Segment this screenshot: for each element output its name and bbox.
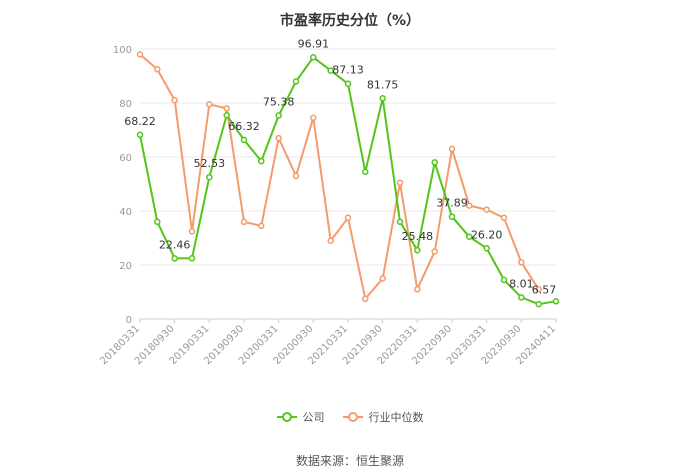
data-point	[327, 67, 334, 74]
data-point	[396, 179, 404, 186]
data-label: 81.75	[367, 78, 399, 91]
data-point	[223, 111, 230, 119]
legend-item-industry-median[interactable]: 行业中位数	[342, 409, 424, 425]
data-point	[292, 78, 300, 85]
legend-item-company[interactable]: 公司	[276, 409, 325, 425]
data-point	[327, 237, 334, 244]
data-label: 87.13	[332, 64, 364, 77]
data-label: 75.38	[263, 95, 295, 108]
data-point	[206, 101, 213, 108]
data-point	[414, 246, 421, 254]
data-point	[171, 97, 178, 104]
data-point	[154, 66, 161, 73]
data-label: 68.22	[124, 115, 156, 128]
legend-industry-median-marker	[342, 412, 363, 422]
data-point	[362, 168, 369, 176]
data-label: 6.57	[532, 283, 557, 296]
data-point	[344, 214, 352, 222]
data-point	[275, 112, 282, 119]
data-point	[500, 214, 508, 222]
y-tick-label: 80	[119, 99, 132, 110]
data-point	[136, 131, 144, 139]
data-point	[292, 172, 300, 180]
series-line	[139, 53, 540, 301]
data-point	[154, 218, 161, 226]
data-point	[240, 218, 248, 226]
data-label: 66.32	[228, 120, 260, 133]
data-label: 25.48	[402, 230, 434, 243]
data-point	[448, 145, 456, 153]
data-point	[223, 105, 230, 112]
data-label: 8.01	[509, 277, 534, 290]
data-label: 96.91	[298, 37, 330, 50]
data-point	[500, 276, 508, 284]
data-point	[136, 51, 144, 58]
data-point	[188, 255, 196, 262]
y-tick-label: 0	[126, 315, 132, 326]
y-tick-label: 40	[119, 207, 132, 218]
data-label: 37.89	[436, 197, 468, 210]
data-point	[258, 222, 265, 230]
data-point	[310, 114, 317, 122]
data-point	[535, 286, 542, 293]
legend-company-marker	[276, 412, 297, 422]
y-tick-label: 20	[119, 261, 132, 272]
data-point	[518, 294, 525, 301]
data-point	[379, 275, 386, 282]
data-point	[414, 286, 421, 293]
data-source-note: 数据来源：恒生聚源	[295, 454, 404, 468]
data-point	[344, 80, 352, 87]
series-line	[139, 55, 557, 306]
data-point	[310, 54, 317, 61]
data-label: 26.20	[471, 228, 503, 241]
data-point	[275, 134, 282, 142]
data-label: 52.53	[194, 157, 226, 170]
data-point	[483, 245, 490, 252]
chart-legend: 公司 行业中位数	[0, 409, 700, 425]
data-point	[362, 295, 369, 303]
legend-industry-median-label: 行业中位数	[368, 411, 424, 424]
data-point	[379, 95, 386, 102]
data-point	[396, 218, 404, 226]
data-point	[483, 206, 490, 213]
data-label: 22.46	[159, 238, 191, 251]
data-point	[171, 255, 178, 262]
data-point	[431, 159, 438, 166]
data-point	[188, 228, 196, 235]
legend-company-label: 公司	[302, 411, 325, 424]
chart-title: 市盈率历史分位（%）	[279, 13, 421, 29]
data-point	[240, 136, 248, 144]
data-point	[448, 213, 456, 220]
data-point	[431, 248, 438, 255]
data-point	[466, 233, 473, 240]
data-point	[206, 173, 213, 181]
series-industry-median	[136, 51, 542, 303]
data-point	[535, 300, 542, 308]
y-tick-label: 100	[113, 45, 132, 56]
data-point	[466, 202, 473, 209]
y-tick-label: 60	[119, 153, 132, 164]
data-point	[552, 298, 560, 305]
data-point	[518, 259, 525, 266]
data-point	[258, 157, 265, 165]
